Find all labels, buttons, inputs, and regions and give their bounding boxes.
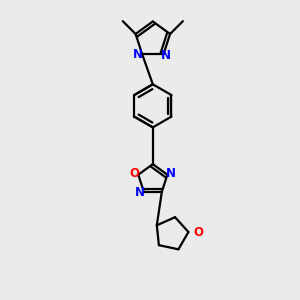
Text: N: N: [161, 50, 171, 62]
Text: O: O: [129, 167, 139, 179]
Text: N: N: [166, 167, 176, 180]
Text: N: N: [133, 48, 143, 61]
Text: O: O: [193, 226, 203, 238]
Text: N: N: [135, 186, 145, 200]
